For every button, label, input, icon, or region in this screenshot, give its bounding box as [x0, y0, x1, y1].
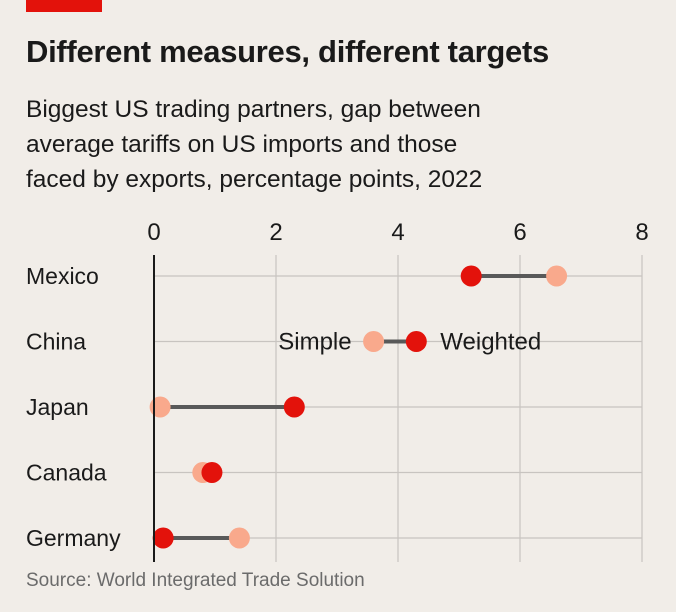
x-tick-label-2: 2	[269, 219, 282, 246]
data-points	[149, 265, 568, 549]
category-labels: Mexico China Japan Canada Germany	[26, 263, 121, 551]
category-label-canada: Canada	[26, 460, 107, 486]
category-label-china: China	[26, 329, 86, 355]
legend-label-weighted: Weighted	[440, 329, 541, 356]
subtitle-line-2: average tariffs on US imports and those	[26, 131, 458, 158]
point-weighted-china	[405, 331, 427, 352]
x-tick-label-0: 0	[147, 219, 160, 246]
chart-subtitle: Biggest US trading partners, gap between…	[26, 92, 656, 197]
source-note: Source: World Integrated Trade Solution	[26, 570, 365, 591]
subtitle-line-3: faced by exports, percentage points, 202…	[26, 166, 483, 193]
x-axis-ticks: 0 2 4 6 8	[147, 219, 648, 246]
category-label-mexico: Mexico	[26, 263, 99, 289]
legend-label-simple: Simple	[278, 329, 351, 356]
point-simple-china	[363, 331, 385, 352]
x-tick-label-8: 8	[635, 219, 648, 246]
brand-red-tag	[26, 0, 102, 12]
chart-title: Different measures, different targets	[26, 34, 549, 69]
x-tick-label-6: 6	[513, 219, 526, 246]
point-weighted-mexico	[460, 265, 482, 287]
category-label-japan: Japan	[26, 394, 89, 420]
category-label-germany: Germany	[26, 525, 121, 551]
point-simple-mexico	[546, 265, 568, 287]
point-weighted-canada	[201, 462, 223, 483]
point-simple-germany	[228, 527, 250, 549]
point-simple-japan	[149, 396, 171, 418]
x-tick-label-4: 4	[391, 219, 404, 246]
legend: Simple Weighted	[278, 329, 541, 356]
point-weighted-japan	[283, 396, 305, 418]
point-weighted-germany	[152, 527, 174, 549]
subtitle-line-1: Biggest US trading partners, gap between	[26, 96, 481, 123]
